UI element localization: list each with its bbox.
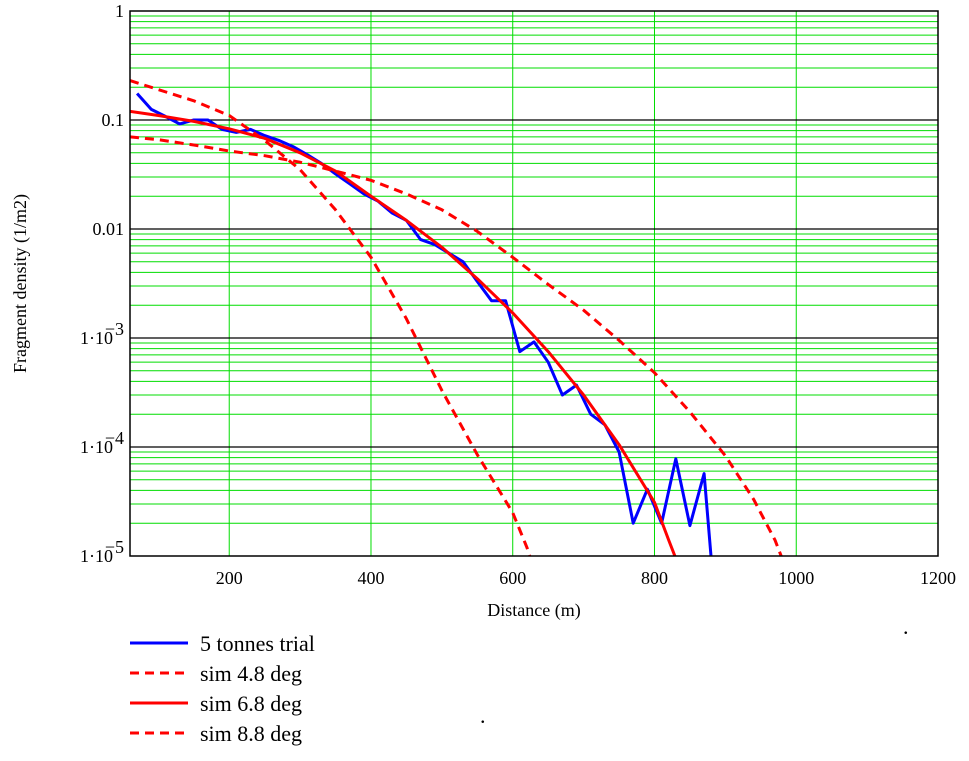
series-line-3 — [130, 109, 677, 556]
x-tick-label: 1200 — [920, 568, 956, 588]
legend-label: sim 8.8 deg — [200, 721, 302, 746]
x-axis-label: Distance (m) — [487, 600, 580, 621]
y-tick-exponent: −4 — [105, 428, 124, 448]
y-tick-label: 0.01 — [93, 219, 125, 239]
plot-frame — [129, 10, 939, 557]
series-line-2 — [130, 135, 783, 556]
x-tick-label: 800 — [641, 568, 668, 588]
legend: 5 tonnes trial sim 4.8 deg sim 6.8 deg sim … — [130, 631, 315, 746]
grid-lines — [130, 11, 939, 556]
annotation-dot: . — [480, 703, 486, 728]
series-line-4 — [130, 79, 532, 556]
legend-label: 5 tonnes trial — [200, 631, 315, 656]
x-tick-label: 600 — [499, 568, 526, 588]
x-tick-label: 200 — [216, 568, 243, 588]
y-axis-label: Fragment density (1/m2) — [10, 194, 31, 373]
y-tick-label: 0.1 — [102, 110, 125, 130]
legend-label: sim 4.8 deg — [200, 661, 302, 686]
annotation-dot: . — [903, 614, 909, 639]
y-tick-label: 1·10 — [80, 437, 113, 457]
series-line-1 — [135, 92, 713, 556]
legend-label: sim 6.8 deg — [200, 691, 302, 716]
y-tick-exponent: −5 — [105, 537, 124, 557]
y-tick-exponent: −3 — [105, 319, 124, 339]
axis-ticks: 200 400 600 800 1000 120010.10.011·10−31·10−4… — [80, 1, 956, 588]
y-tick-label: 1 — [115, 1, 124, 21]
y-tick-label: 1·10 — [80, 546, 113, 566]
y-tick-label: 1·10 — [80, 328, 113, 348]
series-lines — [130, 79, 783, 556]
x-tick-label: 1000 — [778, 568, 814, 588]
x-tick-label: 400 — [357, 568, 384, 588]
